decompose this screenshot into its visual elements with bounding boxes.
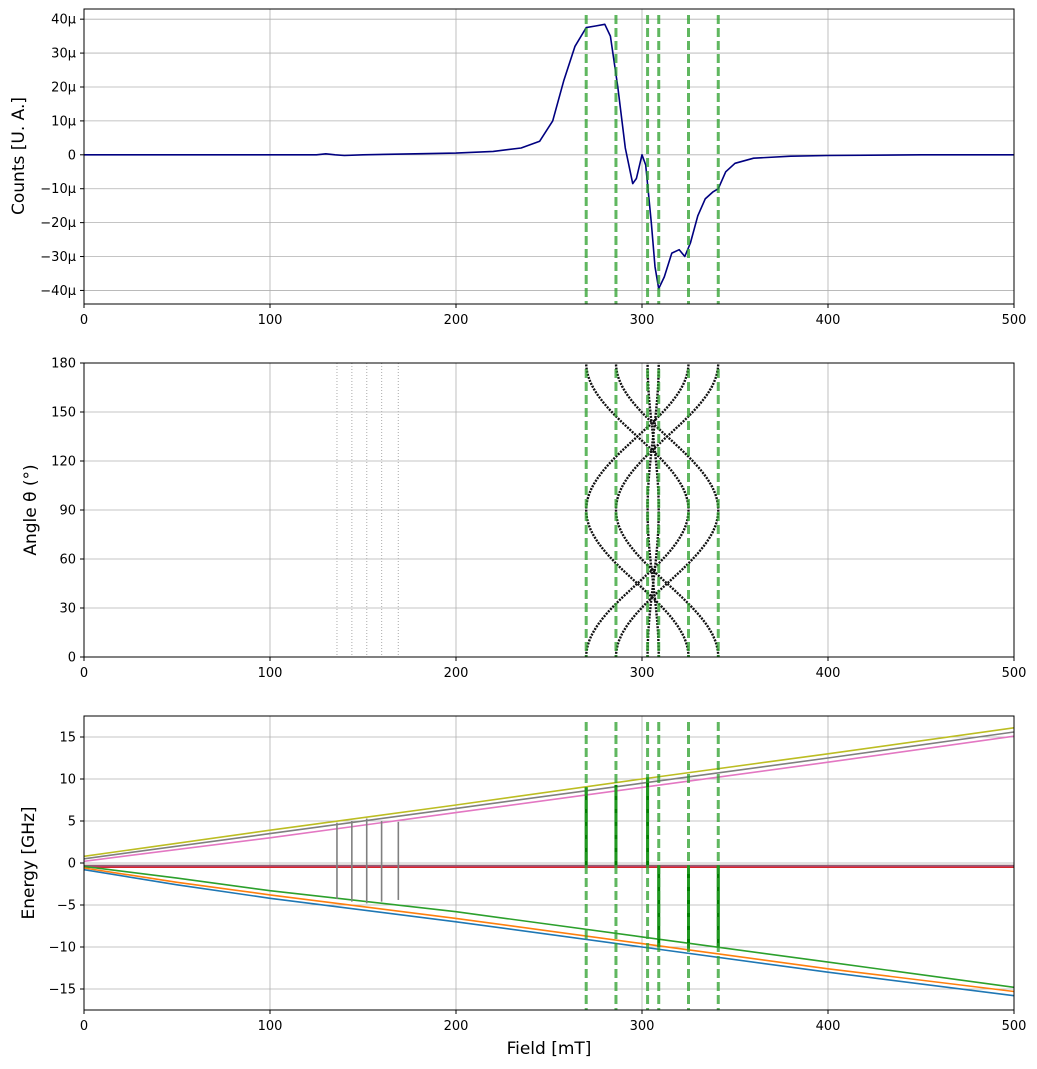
y-tick-label: 0 <box>68 651 76 666</box>
y-tick-label: 150 <box>51 406 76 421</box>
y-tick-label: 60 <box>59 553 76 568</box>
x-tick-label: 300 <box>630 313 655 328</box>
x-tick-label: 200 <box>444 313 469 328</box>
y-tick-label: 120 <box>51 455 76 470</box>
x-tick-label: 0 <box>80 1019 88 1034</box>
plot-area <box>84 23 1014 290</box>
y-tick-label: 15 <box>59 731 76 746</box>
y-tick-label: 30μ <box>51 47 76 62</box>
plot-area <box>84 727 1014 997</box>
x-tick-label: 500 <box>1002 313 1027 328</box>
resonance-curve <box>614 363 720 657</box>
resonance-curve <box>646 363 660 657</box>
y-tick-label: 0 <box>68 857 76 872</box>
y-tick-label: 20μ <box>51 80 76 95</box>
y-tick-label: −10μ <box>40 182 76 197</box>
x-axis-label-field: Field [mT] <box>507 1039 592 1059</box>
y-tick-label: 30 <box>59 602 76 617</box>
axes-frame <box>83 8 1015 305</box>
y-tick-label: 180 <box>51 357 76 372</box>
series-line <box>84 23 1014 290</box>
x-tick-label: 100 <box>258 1019 283 1034</box>
resonance-curve <box>585 363 690 657</box>
y-tick-label: −10 <box>49 941 76 956</box>
series-line <box>84 867 1014 993</box>
y-axis-label-angle: Angle θ (°) <box>21 464 41 555</box>
energy-levels-panel: 0 100 200 300 400 500 15 10 5 0 −5 −10 −15 <box>49 715 1027 1034</box>
x-tick-label: 400 <box>816 666 841 681</box>
y-tick-label: −5 <box>57 899 76 914</box>
y-tick-label: 40μ <box>51 13 76 28</box>
series-line <box>84 735 1014 863</box>
resonance-curve <box>614 363 720 657</box>
series-line <box>84 868 1014 997</box>
x-tick-label: 300 <box>630 666 655 681</box>
y-tick-label: −20μ <box>40 216 76 231</box>
y-tick-label: 0 <box>68 148 76 163</box>
series-line <box>84 731 1014 860</box>
series-line <box>84 865 1014 989</box>
x-tick-label: 500 <box>1002 1019 1027 1034</box>
y-axis-label-counts: Counts [U. A.] <box>9 97 29 215</box>
y-tick-label: 5 <box>68 815 76 830</box>
y-tick-label: −30μ <box>40 250 76 265</box>
angle-map-panel: 0 100 200 300 400 500 0 30 60 90 120 150 180 <box>51 357 1026 682</box>
x-tick-label: 300 <box>630 1019 655 1034</box>
x-tick-label: 100 <box>258 666 283 681</box>
y-tick-label: 10 <box>59 773 76 788</box>
x-tick-label: 200 <box>444 1019 469 1034</box>
x-tick-label: 500 <box>1002 666 1027 681</box>
resonance-curve <box>584 363 690 657</box>
y-tick-label: 90 <box>59 504 76 519</box>
x-tick-label: 200 <box>444 666 469 681</box>
spectrum-panel: 0 100 200 300 400 500 40μ 30μ 20μ 10μ 0 −10μ −20μ −30… <box>40 8 1027 328</box>
x-tick-label: 100 <box>258 313 283 328</box>
x-tick-label: 0 <box>80 666 88 681</box>
series-line <box>84 727 1014 858</box>
y-axis-label-energy: Energy [GHz] <box>19 806 39 919</box>
x-tick-label: 400 <box>816 313 841 328</box>
x-tick-label: 400 <box>816 1019 841 1034</box>
resonance-curve <box>646 363 660 657</box>
x-tick-label: 0 <box>80 313 88 328</box>
y-tick-label: −40μ <box>40 284 76 299</box>
plot-area <box>336 363 720 657</box>
y-tick-label: −15 <box>49 983 76 998</box>
y-tick-label: 10μ <box>51 114 76 129</box>
